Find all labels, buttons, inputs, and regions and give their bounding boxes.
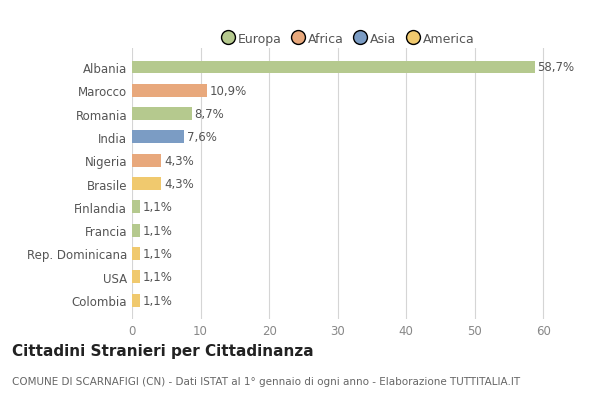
Text: 4,3%: 4,3% [164,154,194,167]
Bar [132,154,161,167]
Bar [132,271,140,283]
Bar [132,224,140,237]
Bar [132,108,191,121]
Bar [132,294,140,307]
Text: 1,1%: 1,1% [142,201,172,214]
Bar [132,178,161,191]
Text: 4,3%: 4,3% [164,178,194,191]
Bar [132,201,140,214]
Text: 1,1%: 1,1% [142,271,172,283]
Text: Cittadini Stranieri per Cittadinanza: Cittadini Stranieri per Cittadinanza [12,344,314,359]
Text: 8,7%: 8,7% [194,108,224,121]
Bar [132,131,184,144]
Text: 10,9%: 10,9% [209,85,247,97]
Text: 1,1%: 1,1% [142,224,172,237]
Text: 58,7%: 58,7% [537,61,574,74]
Bar [132,85,207,97]
Bar [132,247,140,260]
Text: 1,1%: 1,1% [142,294,172,307]
Bar [132,61,535,74]
Text: 7,6%: 7,6% [187,131,217,144]
Legend: Europa, Africa, Asia, America: Europa, Africa, Asia, America [217,28,479,51]
Text: 1,1%: 1,1% [142,247,172,260]
Text: COMUNE DI SCARNAFIGI (CN) - Dati ISTAT al 1° gennaio di ogni anno - Elaborazione: COMUNE DI SCARNAFIGI (CN) - Dati ISTAT a… [12,376,520,386]
